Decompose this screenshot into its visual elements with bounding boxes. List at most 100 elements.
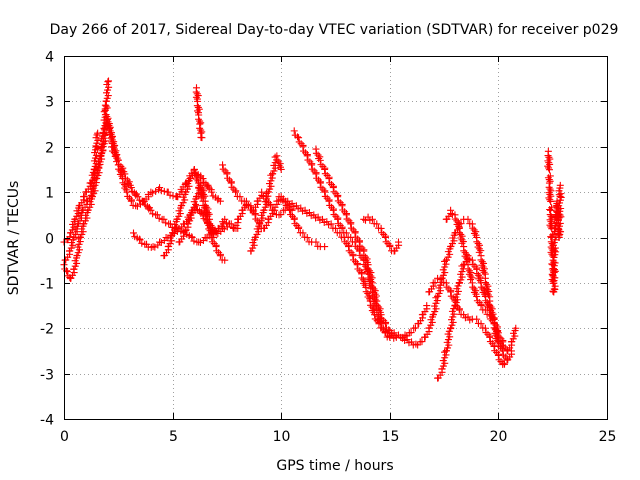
data-point — [345, 243, 357, 258]
x-axis-label: GPS time / hours — [276, 458, 393, 474]
data-point — [464, 261, 476, 284]
data-point — [321, 165, 333, 181]
y-tick-label: -3 — [40, 368, 54, 384]
data-point — [438, 348, 450, 373]
data-point — [227, 179, 240, 195]
series-track-t — [442, 206, 511, 364]
data-point — [312, 145, 324, 163]
series-track-f — [130, 215, 242, 251]
data-point — [80, 192, 88, 201]
data-point — [188, 195, 200, 214]
data-point — [136, 236, 149, 248]
data-point — [473, 234, 485, 256]
data-point — [301, 206, 311, 217]
y-tick-label: 4 — [45, 50, 54, 66]
data-point — [190, 165, 202, 185]
series-track-i — [192, 84, 206, 142]
y-tick-label: -1 — [40, 277, 54, 293]
series-track-c — [61, 129, 102, 264]
data-point — [360, 247, 371, 266]
data-point — [102, 78, 113, 105]
x-tick-label: 25 — [599, 429, 617, 445]
data-point — [556, 181, 564, 189]
data-point — [193, 97, 203, 117]
data-point — [554, 184, 565, 241]
data-point — [464, 313, 474, 324]
y-tick-label: 3 — [45, 95, 54, 111]
data-point — [507, 327, 519, 346]
data-point — [221, 256, 229, 264]
data-point — [499, 360, 509, 369]
y-tick-label: -4 — [40, 413, 54, 429]
data-point — [182, 177, 193, 196]
data-point — [197, 179, 209, 202]
data-point — [169, 218, 180, 237]
data-point — [195, 237, 207, 247]
data-point — [545, 179, 556, 214]
series-track-s — [434, 252, 520, 382]
x-tick-labels: 0 5 10 15 20 25 — [60, 429, 616, 445]
data-point — [275, 211, 285, 219]
data-point — [421, 328, 433, 341]
data-point — [61, 250, 74, 264]
y-tick-label: -2 — [40, 322, 54, 338]
data-point — [312, 170, 324, 186]
data-point — [156, 237, 168, 247]
data-point — [460, 243, 472, 265]
series-track-k — [229, 193, 329, 251]
data-point — [468, 279, 480, 298]
data-point — [121, 170, 134, 189]
data-point — [381, 320, 393, 334]
data-point — [473, 265, 484, 285]
y-tick-label: 2 — [45, 141, 54, 157]
data-point — [273, 152, 284, 171]
data-point — [101, 106, 113, 129]
data-point — [321, 243, 329, 251]
data-point — [423, 302, 431, 310]
data-point — [140, 197, 153, 213]
data-points-layer — [60, 77, 565, 382]
x-tick-label: 20 — [490, 429, 508, 445]
data-point — [416, 338, 426, 346]
data-point — [80, 209, 91, 228]
data-point — [269, 200, 281, 214]
data-point — [290, 127, 302, 141]
data-point — [405, 329, 415, 337]
data-point — [447, 231, 458, 251]
data-point — [212, 243, 224, 258]
data-point — [277, 165, 285, 173]
data-point — [105, 77, 113, 85]
data-point — [198, 134, 206, 142]
ticks-layer — [64, 56, 608, 420]
series-track-l — [247, 152, 285, 255]
y-axis-label: SDTVAR / TECUs — [6, 181, 22, 296]
data-point — [90, 131, 102, 173]
data-point — [455, 224, 467, 247]
data-point — [114, 156, 128, 176]
data-point — [408, 338, 417, 349]
data-point — [386, 333, 394, 341]
data-point — [490, 342, 503, 358]
data-point — [255, 209, 267, 228]
data-point — [264, 210, 277, 223]
data-point — [201, 197, 213, 220]
data-point — [297, 204, 307, 215]
data-point — [70, 254, 81, 273]
data-point — [74, 209, 86, 228]
data-point — [544, 147, 554, 185]
data-point — [468, 220, 480, 239]
data-point — [210, 234, 218, 241]
data-point — [481, 292, 493, 312]
series-track-h — [175, 179, 218, 246]
y-tick-label: 0 — [45, 232, 54, 248]
x-tick-label: 0 — [60, 429, 69, 445]
series-track-u — [544, 147, 565, 296]
data-point — [192, 181, 204, 201]
data-point — [179, 223, 192, 237]
data-point — [394, 238, 402, 246]
data-point — [394, 331, 402, 339]
data-point — [429, 279, 439, 287]
data-point — [477, 279, 489, 298]
